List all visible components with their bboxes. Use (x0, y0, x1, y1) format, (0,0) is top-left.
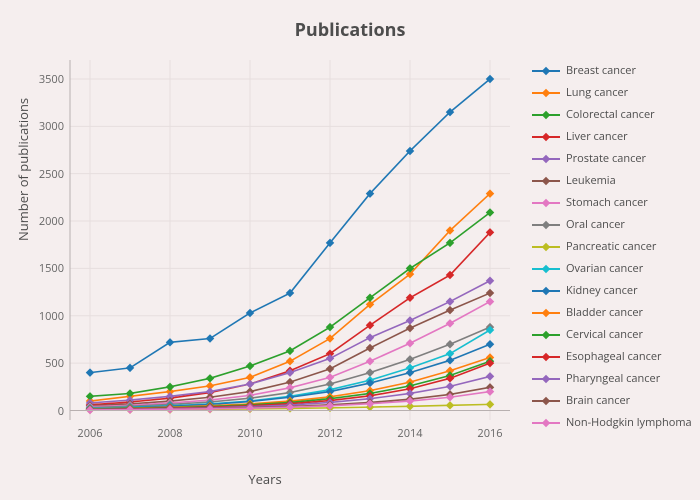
legend-swatch (532, 64, 560, 78)
legend-label: Pancreatic cancer (566, 236, 656, 258)
legend-label: Leukemia (566, 170, 616, 192)
y-tick-label: 1500 (39, 261, 64, 276)
legend[interactable]: Breast cancerLung cancerColorectal cance… (532, 60, 692, 460)
legend-item[interactable]: Lung cancer (532, 82, 692, 104)
x-tick-label: 2016 (475, 426, 505, 441)
legend-label: Kidney cancer (566, 280, 638, 302)
legend-label: Ovarian cancer (566, 258, 643, 280)
legend-label: Bladder cancer (566, 302, 643, 324)
y-tick-label: 0 (58, 404, 64, 419)
legend-item[interactable]: Stomach cancer (532, 192, 692, 214)
legend-swatch (532, 416, 560, 430)
x-tick-label: 2012 (315, 426, 345, 441)
legend-swatch (532, 350, 560, 364)
y-tick-label: 500 (45, 356, 64, 371)
legend-item[interactable]: Pancreatic cancer (532, 236, 692, 258)
legend-swatch (532, 284, 560, 298)
y-tick-label: 2500 (39, 167, 64, 182)
legend-label: Prostate cancer (566, 148, 646, 170)
legend-item[interactable]: Kidney cancer (532, 280, 692, 302)
legend-swatch (532, 108, 560, 122)
legend-swatch (532, 196, 560, 210)
legend-swatch (532, 394, 560, 408)
legend-swatch (532, 240, 560, 254)
legend-item[interactable]: Ovarian cancer (532, 258, 692, 280)
legend-label: Pharyngeal cancer (566, 368, 660, 390)
legend-label: Non-Hodgkin lymphoma (566, 412, 692, 434)
legend-item[interactable]: Leukemia (532, 170, 692, 192)
legend-label: Colorectal cancer (566, 104, 655, 126)
legend-swatch (532, 306, 560, 320)
legend-item[interactable]: Pharyngeal cancer (532, 368, 692, 390)
legend-item[interactable]: Breast cancer (532, 60, 692, 82)
legend-item[interactable]: Esophageal cancer (532, 346, 692, 368)
legend-swatch (532, 372, 560, 386)
legend-label: Stomach cancer (566, 192, 648, 214)
y-tick-label: 3500 (39, 72, 64, 87)
legend-item[interactable]: Prostate cancer (532, 148, 692, 170)
legend-label: Breast cancer (566, 60, 636, 82)
x-tick-label: 2006 (75, 426, 105, 441)
legend-item[interactable]: Non-Hodgkin lymphoma (532, 412, 692, 434)
legend-label: Esophageal cancer (566, 346, 662, 368)
legend-swatch (532, 328, 560, 342)
y-tick-label: 2000 (39, 214, 64, 229)
x-tick-label: 2010 (235, 426, 265, 441)
chart-container: Publications Number of publications Year… (0, 0, 700, 500)
legend-swatch (532, 262, 560, 276)
legend-swatch (532, 86, 560, 100)
legend-label: Cervical cancer (566, 324, 643, 346)
legend-item[interactable]: Cervical cancer (532, 324, 692, 346)
legend-item[interactable]: Bladder cancer (532, 302, 692, 324)
legend-label: Lung cancer (566, 82, 628, 104)
x-tick-label: 2014 (395, 426, 425, 441)
legend-label: Liver cancer (566, 126, 628, 148)
legend-item[interactable]: Oral cancer (532, 214, 692, 236)
legend-label: Oral cancer (566, 214, 625, 236)
legend-item[interactable]: Colorectal cancer (532, 104, 692, 126)
legend-item[interactable]: Liver cancer (532, 126, 692, 148)
legend-swatch (532, 174, 560, 188)
legend-swatch (532, 130, 560, 144)
y-tick-label: 3000 (39, 119, 64, 134)
y-tick-label: 1000 (39, 309, 64, 324)
legend-swatch (532, 218, 560, 232)
x-tick-label: 2008 (155, 426, 185, 441)
legend-label: Brain cancer (566, 390, 630, 412)
legend-item[interactable]: Brain cancer (532, 390, 692, 412)
legend-swatch (532, 152, 560, 166)
